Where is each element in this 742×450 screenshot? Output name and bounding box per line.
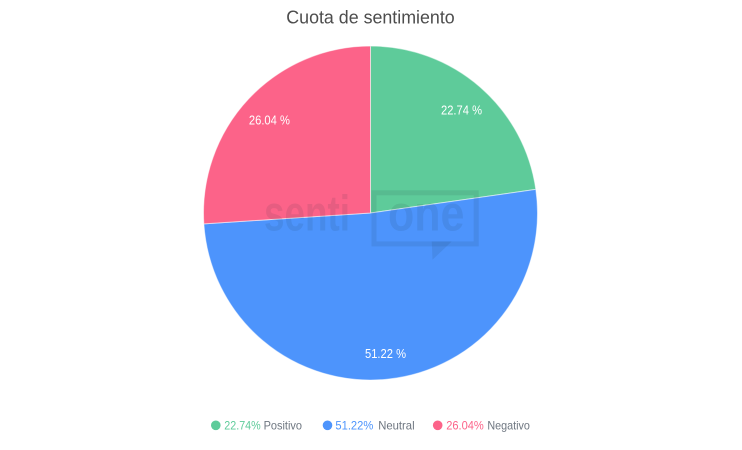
svg-text:51.22 %: 51.22 %: [365, 346, 406, 361]
svg-text:Neutral: Neutral: [378, 419, 414, 433]
svg-text:22.74 %: 22.74 %: [441, 103, 482, 118]
svg-text:one: one: [388, 186, 465, 242]
svg-text:22.74%: 22.74%: [224, 419, 261, 433]
svg-text:Negativo: Negativo: [487, 419, 530, 433]
svg-text:senti: senti: [264, 186, 350, 242]
svg-text:Cuota de sentimiento: Cuota de sentimiento: [286, 6, 454, 27]
svg-text:26.04 %: 26.04 %: [249, 113, 290, 128]
svg-text:Positivo: Positivo: [264, 419, 303, 433]
svg-text:26.04%: 26.04%: [446, 419, 484, 433]
svg-text:51.22%: 51.22%: [335, 419, 373, 433]
